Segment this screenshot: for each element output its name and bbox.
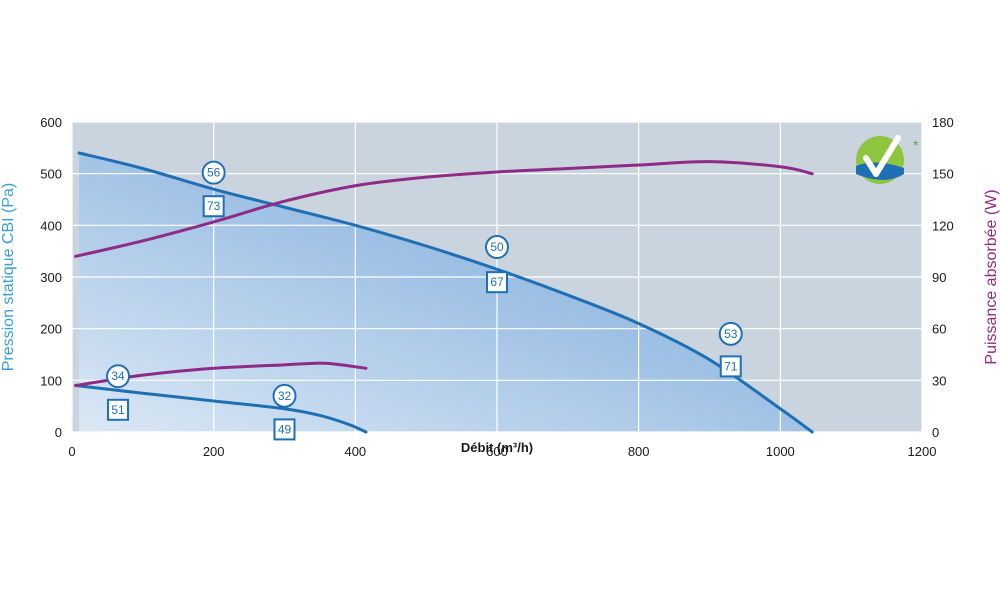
certification-logo: * <box>856 135 919 184</box>
ticks-layer: 0 200 400 600 800 1000 12000100200300400500600… <box>40 115 953 459</box>
x-tick-label: 1000 <box>766 444 795 459</box>
badge-label: 71 <box>724 359 738 373</box>
x-tick-label: 0 <box>68 444 75 459</box>
x-tick-label: 400 <box>344 444 366 459</box>
badge-square <box>107 398 130 421</box>
noise-badge: 49 <box>273 418 296 441</box>
badge-label: 32 <box>278 389 292 403</box>
x-tick-label: 800 <box>628 444 650 459</box>
y-left-tick-label: 0 <box>55 425 62 440</box>
y-right-tick-label: 90 <box>932 270 946 285</box>
y-left-tick-label: 500 <box>40 167 62 182</box>
left-axis-title: Pression statique CBI (Pa) <box>0 183 17 372</box>
badge-circle <box>106 364 131 389</box>
y-right-tick-label: 30 <box>932 373 946 388</box>
pressure-curve-0 <box>77 151 814 434</box>
y-left-tick-label: 400 <box>40 218 62 233</box>
operating-area-fill <box>79 153 813 432</box>
y-left-tick-label: 200 <box>40 322 62 337</box>
badge-square <box>486 271 508 294</box>
y-left-tick-label: 600 <box>40 115 62 130</box>
power-curve-2 <box>74 160 814 258</box>
y-right-tick-label: 150 <box>932 167 954 182</box>
speed-badge: 53 <box>718 321 743 346</box>
noise-badge: 67 <box>486 271 508 294</box>
x-tick-label: 200 <box>203 444 225 459</box>
x-tick-label: 600 <box>486 444 508 459</box>
badge-label: 49 <box>278 422 292 436</box>
curves-layer <box>74 151 814 434</box>
pressure-curve-1 <box>74 384 368 434</box>
right-axis-title: Puissance absorbée (W) <box>983 189 1000 364</box>
y-left-tick-label: 300 <box>40 270 62 285</box>
badge-circle <box>485 235 509 260</box>
badge-circle <box>201 160 226 185</box>
badge-label: 53 <box>724 327 738 341</box>
badge-square <box>202 195 225 218</box>
badge-square <box>273 418 296 441</box>
badge-label: 67 <box>490 275 504 289</box>
logo-checkmark-icon <box>863 135 901 177</box>
badge-circle <box>718 321 743 346</box>
y-right-tick-label: 120 <box>932 218 954 233</box>
speed-badge: 50 <box>485 235 509 260</box>
badge-label: 73 <box>207 199 221 213</box>
x-axis-title: Débit (m³/h) <box>461 440 533 455</box>
logo-asterisk: * <box>913 137 919 153</box>
y-left-tick-label: 100 <box>40 373 62 388</box>
x-tick-label: 1200 <box>908 444 937 459</box>
noise-badge: 51 <box>107 398 130 421</box>
speed-badge: 34 <box>106 364 131 389</box>
badge-label: 51 <box>111 403 125 417</box>
y-right-tick-label: 0 <box>932 425 939 440</box>
speed-badge: 32 <box>272 383 297 408</box>
badge-label: 50 <box>490 240 504 254</box>
y-right-tick-label: 60 <box>932 322 946 337</box>
power-curve-3 <box>74 361 368 387</box>
speed-badge: 56 <box>201 160 226 185</box>
badge-label: 34 <box>111 369 125 383</box>
y-right-tick-label: 180 <box>932 115 954 130</box>
noise-badge: 71 <box>719 355 742 378</box>
annotations-layer: 56 73 50 67 53 71 34 51 32 49 <box>106 160 743 441</box>
badge-square <box>719 355 742 378</box>
noise-badge: 73 <box>202 195 225 218</box>
badge-label: 56 <box>207 166 221 180</box>
badge-circle <box>272 383 297 408</box>
